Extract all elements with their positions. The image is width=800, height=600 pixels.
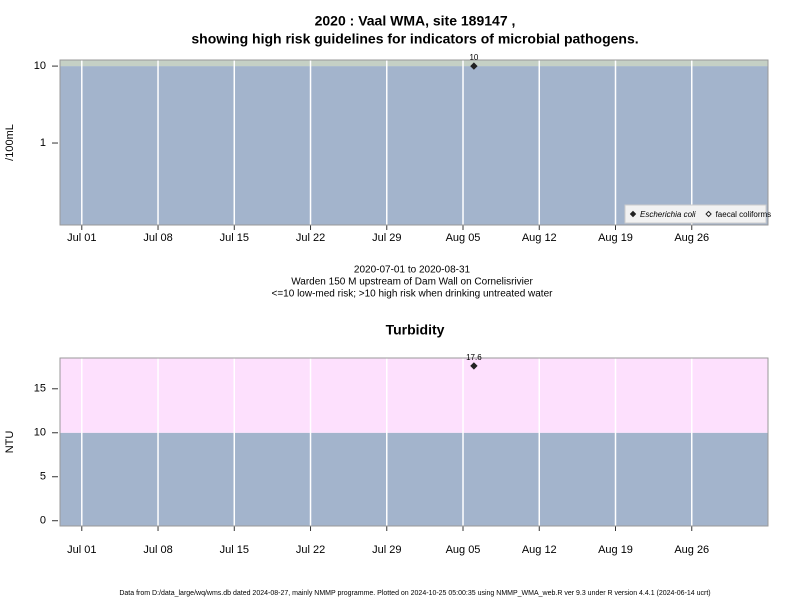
legend-label: faecal coliforms	[716, 210, 772, 219]
x-tick-label: Jul 29	[372, 544, 401, 556]
low-risk-band	[60, 66, 768, 225]
legend-label: Escherichia coli	[640, 210, 696, 219]
x-tick-label: Aug 26	[674, 232, 709, 244]
y-tick-label: 0	[40, 515, 46, 527]
x-tick-label: Aug 12	[522, 232, 557, 244]
data-label: 17.6	[466, 353, 482, 362]
x-tick-label: Jul 22	[296, 544, 325, 556]
chart-title: showing high risk guidelines for indicat…	[191, 31, 638, 47]
x-tick-label: Jul 15	[220, 544, 249, 556]
x-tick-label: Jul 01	[67, 232, 96, 244]
data-point	[470, 362, 478, 370]
x-tick-label: Jul 08	[143, 232, 172, 244]
x-tick-label: Jul 22	[296, 232, 325, 244]
x-tick-label: Aug 05	[446, 232, 481, 244]
chart-title: 2020 : Vaal WMA, site 189147 ,	[315, 13, 516, 29]
y-tick-label: 5	[40, 471, 46, 483]
legend-box	[624, 204, 767, 224]
chart-title: Turbidity	[386, 322, 445, 338]
y-tick-label: 15	[34, 383, 46, 395]
y-tick-label: 1	[40, 137, 46, 149]
caption: 2020-07-01 to 2020-08-31	[354, 265, 471, 276]
footer: Data from D:/data_large/wq/wms.db dated …	[119, 590, 710, 597]
x-tick-label: Jul 29	[372, 232, 401, 244]
legend-marker	[705, 210, 712, 218]
y-tick-label: 10	[34, 60, 46, 72]
x-tick-label: Jul 15	[220, 232, 249, 244]
low-risk-band	[60, 432, 768, 526]
high-risk-band	[60, 358, 768, 433]
x-tick-label: Aug 26	[674, 544, 709, 556]
y-axis-label: /100mL	[4, 124, 16, 161]
high-risk-band	[60, 60, 768, 67]
plot-frame	[59, 59, 769, 226]
caption: Warden 150 M upstream of Dam Wall on Cor…	[291, 277, 533, 288]
x-tick-label: Aug 19	[598, 544, 633, 556]
x-tick-label: Jul 01	[67, 544, 96, 556]
data-point	[470, 62, 478, 70]
legend-marker	[629, 210, 637, 218]
data-label: 10	[469, 53, 478, 62]
caption: <=10 low-med risk; >10 high risk when dr…	[272, 289, 554, 300]
x-tick-label: Aug 05	[446, 544, 481, 556]
y-tick-label: 10	[34, 427, 46, 439]
x-tick-label: Jul 08	[143, 544, 172, 556]
x-tick-label: Aug 12	[522, 544, 557, 556]
plot-frame	[59, 357, 769, 527]
y-axis-label: NTU	[4, 431, 16, 454]
x-tick-label: Aug 19	[598, 232, 633, 244]
